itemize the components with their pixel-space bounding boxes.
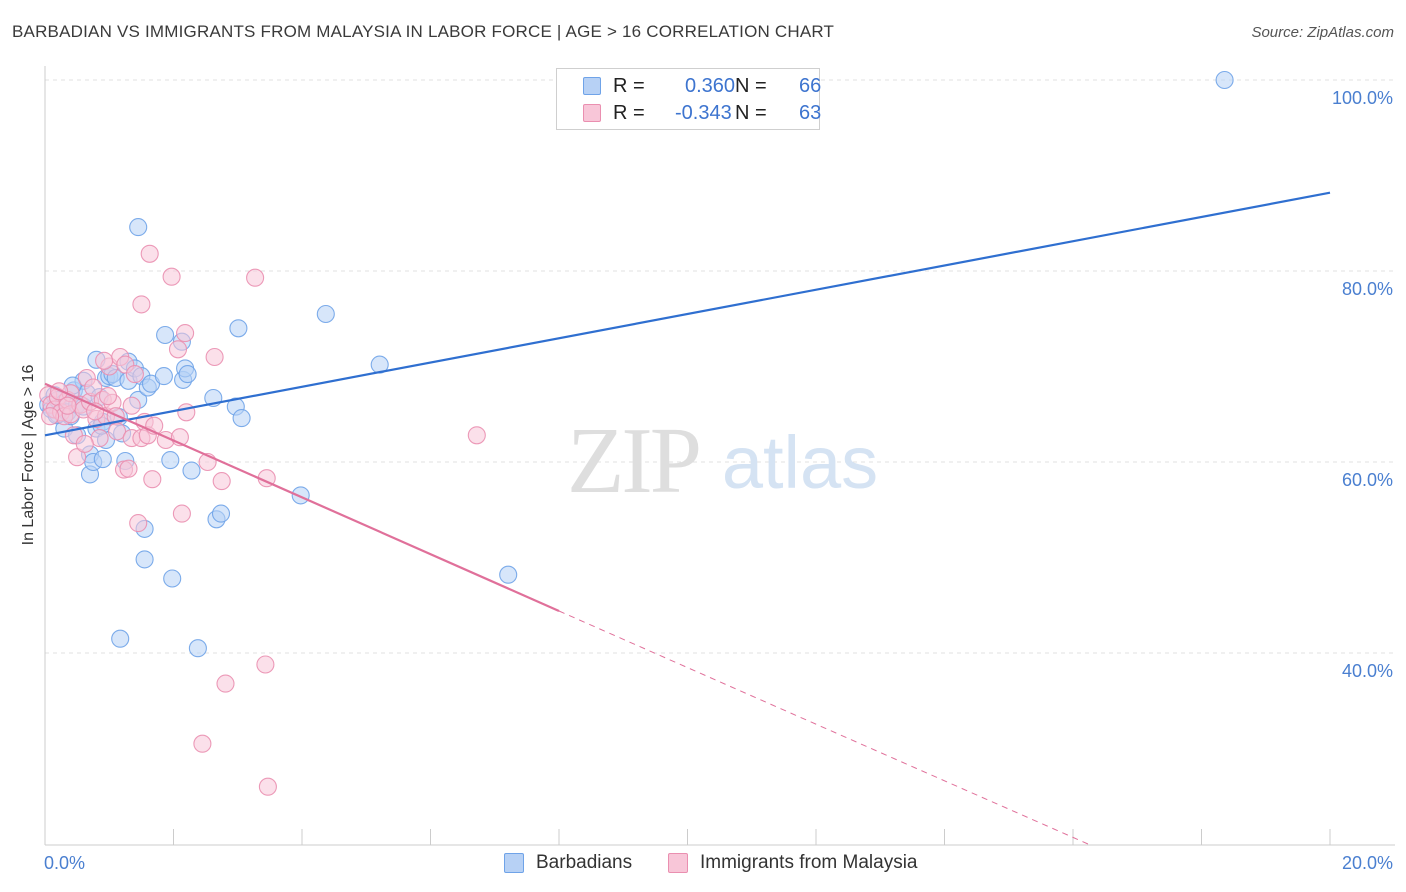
legend-r-value: 0.360	[685, 75, 736, 97]
barbadian-point	[188, 639, 207, 658]
barbadian-trend-line	[44, 191, 1331, 437]
barbadian-point	[156, 325, 175, 345]
legend-n-value: 66	[799, 75, 822, 97]
x-tick-label: 20.0%	[1342, 853, 1393, 873]
axes	[44, 66, 1395, 846]
malaysia-point	[205, 347, 224, 367]
barbadian-point	[291, 486, 310, 505]
malaysia-point	[132, 295, 151, 314]
barbadian-point	[499, 565, 518, 584]
barbadian-point	[232, 409, 251, 428]
malaysia-point	[84, 378, 103, 397]
barbadian-point	[154, 367, 173, 386]
watermark-atlas: atlas	[722, 421, 878, 504]
malaysia-point	[143, 470, 162, 489]
correlation-legend: R = 0.360 N = 66 R = -0.343 N = 63	[556, 68, 822, 130]
malaysia-point	[176, 324, 195, 343]
barbadian-point	[163, 569, 182, 588]
barbadian-point	[161, 451, 180, 470]
malaysia-trend-line	[44, 382, 560, 613]
y-tick-label: 80.0%	[1342, 279, 1393, 299]
barbadian-point	[135, 550, 154, 569]
barbadian-point	[316, 304, 335, 324]
bottom-legend-label: Barbadians	[536, 852, 633, 873]
watermark-zip: ZIP	[567, 409, 699, 513]
y-axis-label: In Labor Force | Age > 16	[20, 364, 37, 546]
malaysia-point	[193, 734, 212, 753]
malaysia-point	[68, 448, 87, 467]
malaysia-point	[98, 387, 118, 406]
malaysia-point	[119, 459, 138, 478]
barbadian-point	[93, 450, 112, 469]
bottom-legend-label: Immigrants from Malaysia	[700, 852, 918, 873]
barbadian-point	[1215, 70, 1234, 90]
malaysia-point	[58, 396, 77, 415]
malaysia-trend-line	[558, 610, 1093, 847]
legend-n-value: 63	[799, 102, 822, 124]
malaysia-point	[168, 340, 188, 359]
trend-lines	[44, 191, 1331, 847]
malaysia-point	[125, 365, 144, 384]
malaysia-point	[177, 403, 196, 422]
tick-labels: 100.0% 80.0% 60.0% 40.0% 0.0% 20.0%	[44, 88, 1393, 873]
x-tick-label: 0.0%	[44, 853, 85, 873]
chart-title: BARBADIAN VS IMMIGRANTS FROM MALAYSIA IN…	[12, 22, 835, 41]
malaysia-point	[256, 655, 275, 674]
bottom-legend-swatch-malaysia	[668, 853, 688, 873]
malaysia-point	[162, 267, 181, 286]
watermark: ZIP atlas	[567, 409, 878, 513]
malaysia-point	[212, 472, 231, 491]
barbadian-point	[211, 504, 231, 523]
malaysia-point	[140, 244, 159, 263]
legend-swatch-barbadians	[583, 77, 601, 95]
barbadian-point	[229, 319, 248, 338]
y-tick-label: 60.0%	[1342, 470, 1393, 490]
barbadian-point	[111, 629, 130, 648]
malaysia-point	[41, 407, 60, 426]
malaysia-point	[258, 777, 277, 796]
malaysia-point	[107, 422, 127, 441]
malaysia-point	[75, 434, 94, 453]
malaysia-point	[122, 396, 141, 415]
data-points	[39, 70, 1234, 796]
barbadian-point	[182, 461, 201, 480]
y-tick-label: 40.0%	[1342, 661, 1393, 681]
malaysia-point	[129, 514, 148, 533]
legend-swatch-malaysia	[583, 104, 601, 122]
legend-r-label: R =	[613, 75, 645, 97]
legend-n-label: N =	[735, 75, 767, 97]
legend-r-value: -0.343	[675, 102, 732, 124]
malaysia-point	[95, 351, 114, 370]
malaysia-point	[246, 268, 265, 287]
malaysia-point	[172, 504, 191, 523]
y-tick-label: 100.0%	[1332, 88, 1393, 108]
legend-n-label: N =	[735, 102, 767, 124]
malaysia-point	[216, 674, 235, 693]
legend-r-label: R =	[613, 102, 645, 124]
barbadian-point	[178, 365, 197, 384]
barbadian-point	[129, 218, 148, 237]
source-label: Source: ZipAtlas.com	[1251, 24, 1394, 41]
bottom-legend-swatch-barbadians	[504, 853, 524, 873]
grid-lines	[45, 79, 1395, 654]
malaysia-point	[467, 426, 486, 445]
